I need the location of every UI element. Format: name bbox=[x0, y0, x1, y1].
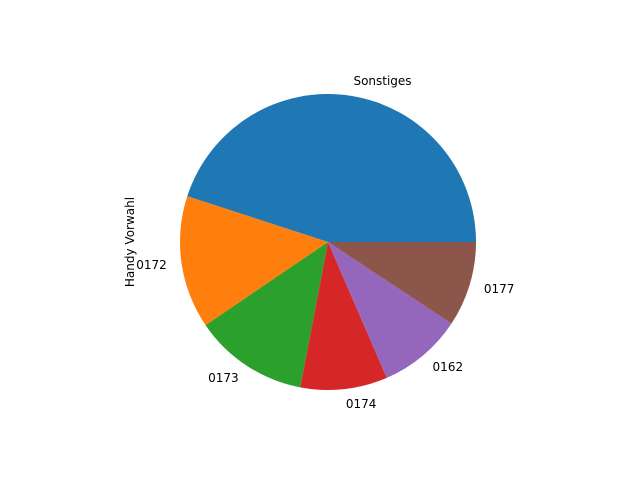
pie-slice-0162 bbox=[328, 242, 452, 378]
pie-label-0174: 0174 bbox=[346, 397, 377, 411]
pie-label-0177: 0177 bbox=[484, 282, 515, 296]
pie-label-0162: 0162 bbox=[433, 360, 464, 374]
y-axis-label: Handy Vorwahl bbox=[123, 197, 137, 287]
pie-slice-sonstiges bbox=[187, 93, 476, 242]
pie-slice-0172 bbox=[180, 196, 328, 326]
pie-label-0172: 0172 bbox=[136, 258, 167, 272]
pie-label-sonstiges: Sonstiges bbox=[353, 74, 411, 88]
pie-slice-0173 bbox=[205, 242, 328, 388]
pie-slice-0174 bbox=[300, 242, 387, 390]
pie-label-0173: 0173 bbox=[208, 371, 239, 385]
pie-slice-0177 bbox=[328, 242, 476, 324]
pie-slices bbox=[180, 93, 476, 390]
pie-labels: Sonstiges 0172 0173 0174 0162 0177 bbox=[136, 74, 514, 411]
